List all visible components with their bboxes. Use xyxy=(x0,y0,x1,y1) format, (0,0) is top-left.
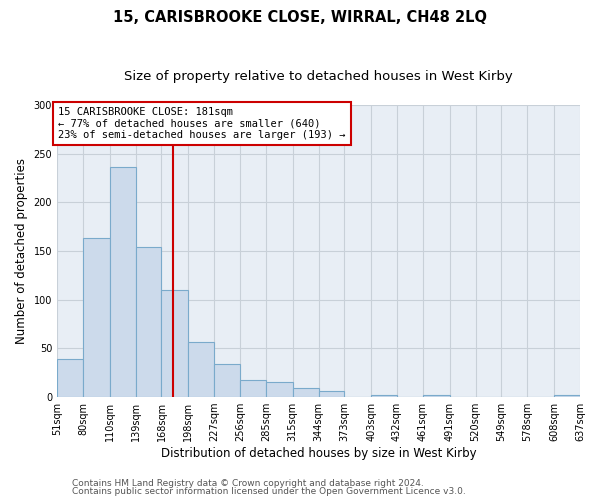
Bar xyxy=(240,380,266,397)
Bar xyxy=(319,391,344,397)
Bar xyxy=(188,342,214,397)
Y-axis label: Number of detached properties: Number of detached properties xyxy=(15,158,28,344)
Bar xyxy=(214,364,240,397)
Bar xyxy=(161,290,188,397)
Text: Contains public sector information licensed under the Open Government Licence v3: Contains public sector information licen… xyxy=(72,487,466,496)
Bar xyxy=(554,395,580,397)
Bar xyxy=(110,168,136,397)
Bar xyxy=(83,238,110,397)
Bar xyxy=(57,359,83,397)
Text: 15 CARISBROOKE CLOSE: 181sqm
← 77% of detached houses are smaller (640)
23% of s: 15 CARISBROOKE CLOSE: 181sqm ← 77% of de… xyxy=(58,107,346,140)
Bar xyxy=(293,388,319,397)
Title: Size of property relative to detached houses in West Kirby: Size of property relative to detached ho… xyxy=(124,70,513,83)
Text: 15, CARISBROOKE CLOSE, WIRRAL, CH48 2LQ: 15, CARISBROOKE CLOSE, WIRRAL, CH48 2LQ xyxy=(113,10,487,25)
Bar xyxy=(371,395,397,397)
X-axis label: Distribution of detached houses by size in West Kirby: Distribution of detached houses by size … xyxy=(161,447,476,460)
Bar xyxy=(266,382,293,397)
Text: Contains HM Land Registry data © Crown copyright and database right 2024.: Contains HM Land Registry data © Crown c… xyxy=(72,478,424,488)
Bar xyxy=(136,247,161,397)
Bar xyxy=(423,395,450,397)
